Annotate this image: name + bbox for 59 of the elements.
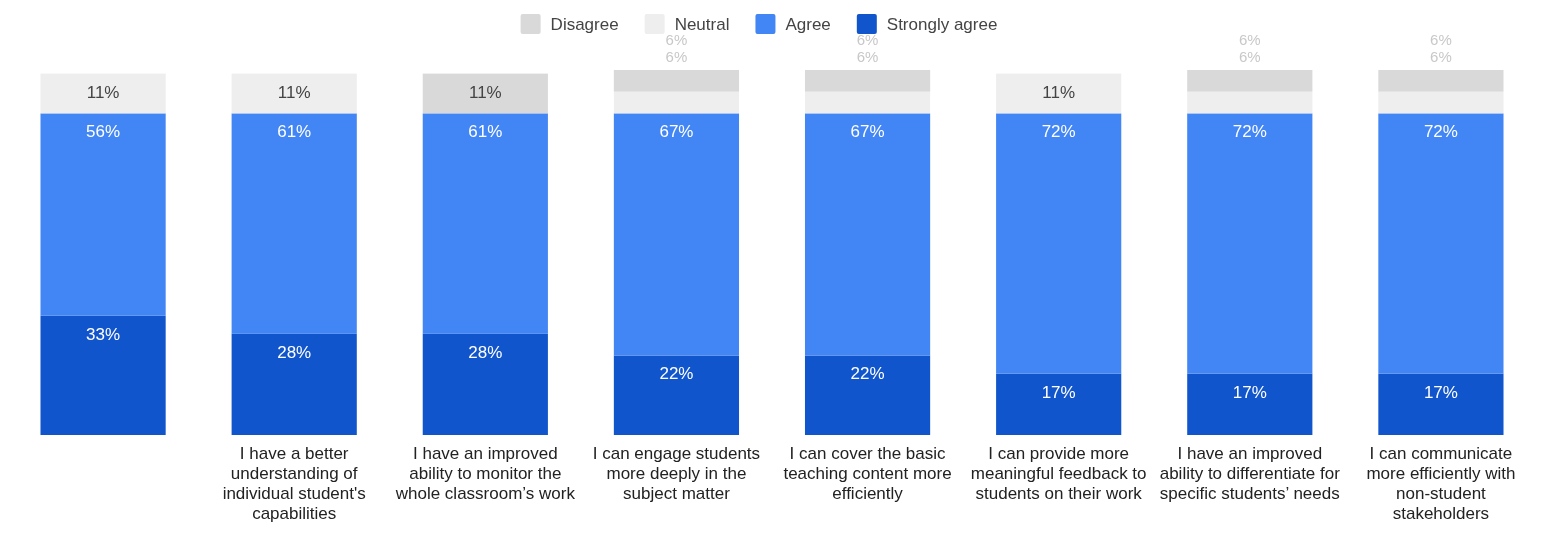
x-tick-label: I can engage students more deeply in the subject matter xyxy=(592,444,761,503)
data-label: 17% xyxy=(1423,382,1458,402)
bar xyxy=(422,113,548,334)
bar xyxy=(1378,70,1504,92)
data-label: 61% xyxy=(468,122,503,142)
bar xyxy=(40,73,166,114)
data-label: 61% xyxy=(277,122,312,142)
data-label: 28% xyxy=(277,342,312,362)
bar xyxy=(422,73,548,114)
bar xyxy=(1187,70,1313,92)
data-label: 22% xyxy=(659,364,694,384)
bar xyxy=(996,113,1122,374)
bar xyxy=(1187,91,1313,114)
data-label: 72% xyxy=(1041,122,1076,142)
data-label: 56% xyxy=(86,122,121,142)
bar xyxy=(996,373,1122,435)
data-label: 67% xyxy=(850,122,885,142)
bar xyxy=(1378,91,1504,114)
bar xyxy=(1378,113,1504,374)
data-label: 11% xyxy=(1042,82,1076,102)
bar xyxy=(804,91,931,114)
data-label: 17% xyxy=(1041,382,1076,402)
bar xyxy=(613,355,740,435)
bar xyxy=(40,315,166,435)
x-tick-label: I can cover the basic teaching content more efficiently xyxy=(783,444,952,503)
data-label: 17% xyxy=(1232,382,1267,402)
bar xyxy=(804,355,931,435)
bar xyxy=(613,91,740,114)
data-label: 22% xyxy=(850,364,885,384)
bar xyxy=(1187,373,1313,435)
bar xyxy=(613,113,740,356)
bar xyxy=(996,73,1122,114)
bar xyxy=(613,70,740,92)
legend-label: Strongly agree xyxy=(886,15,998,34)
legend-label: Disagree xyxy=(550,15,619,34)
x-tick-label: I have a better understanding of individual student's capabilities xyxy=(222,444,366,523)
bar xyxy=(1378,373,1504,435)
bar xyxy=(231,113,357,334)
bar xyxy=(804,70,931,92)
x-tick-label: I have an improved ability to differentiate for specific students’ needs xyxy=(1159,444,1341,503)
bar xyxy=(231,333,357,435)
data-label: 11% xyxy=(86,82,120,102)
data-label: 33% xyxy=(86,324,121,344)
bar xyxy=(804,113,931,356)
data-label: 11% xyxy=(468,82,502,102)
data-label: 72% xyxy=(1423,122,1458,142)
data-label: 11% xyxy=(277,82,311,102)
legend-label: Agree xyxy=(785,15,831,34)
bar xyxy=(422,333,548,435)
data-label: 67% xyxy=(659,122,694,142)
x-tick-label: I have an improved ability to monitor the whole classroom’s work xyxy=(394,444,576,503)
x-tick-label: I can communicate more efficiently with non-student stakeholders xyxy=(1366,444,1516,523)
bar xyxy=(40,113,166,316)
data-label: 28% xyxy=(468,342,503,362)
bar xyxy=(231,73,357,114)
bar xyxy=(1187,113,1313,374)
x-tick-label: I can provide more meaningful feedback to students on their work xyxy=(970,444,1147,503)
data-label: 72% xyxy=(1232,122,1267,142)
legend-label: Neutral xyxy=(674,15,730,34)
